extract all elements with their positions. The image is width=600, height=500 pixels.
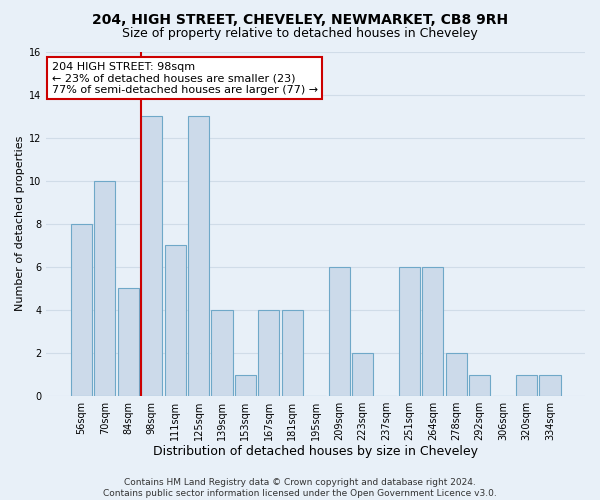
Bar xyxy=(446,353,467,396)
Bar xyxy=(399,267,420,396)
Bar xyxy=(141,116,162,396)
Bar xyxy=(282,310,303,396)
Bar xyxy=(259,310,280,396)
Text: Contains HM Land Registry data © Crown copyright and database right 2024.
Contai: Contains HM Land Registry data © Crown c… xyxy=(103,478,497,498)
Bar xyxy=(422,267,443,396)
Bar xyxy=(94,180,115,396)
Bar xyxy=(352,353,373,396)
Bar xyxy=(516,374,537,396)
Text: Size of property relative to detached houses in Cheveley: Size of property relative to detached ho… xyxy=(122,28,478,40)
Bar xyxy=(211,310,233,396)
Bar xyxy=(329,267,350,396)
Text: 204 HIGH STREET: 98sqm
← 23% of detached houses are smaller (23)
77% of semi-det: 204 HIGH STREET: 98sqm ← 23% of detached… xyxy=(52,62,318,95)
Bar xyxy=(188,116,209,396)
Bar xyxy=(235,374,256,396)
Bar xyxy=(118,288,139,396)
Bar xyxy=(539,374,560,396)
Bar xyxy=(71,224,92,396)
X-axis label: Distribution of detached houses by size in Cheveley: Distribution of detached houses by size … xyxy=(153,444,478,458)
Bar xyxy=(164,246,185,396)
Y-axis label: Number of detached properties: Number of detached properties xyxy=(15,136,25,312)
Bar xyxy=(469,374,490,396)
Text: 204, HIGH STREET, CHEVELEY, NEWMARKET, CB8 9RH: 204, HIGH STREET, CHEVELEY, NEWMARKET, C… xyxy=(92,12,508,26)
